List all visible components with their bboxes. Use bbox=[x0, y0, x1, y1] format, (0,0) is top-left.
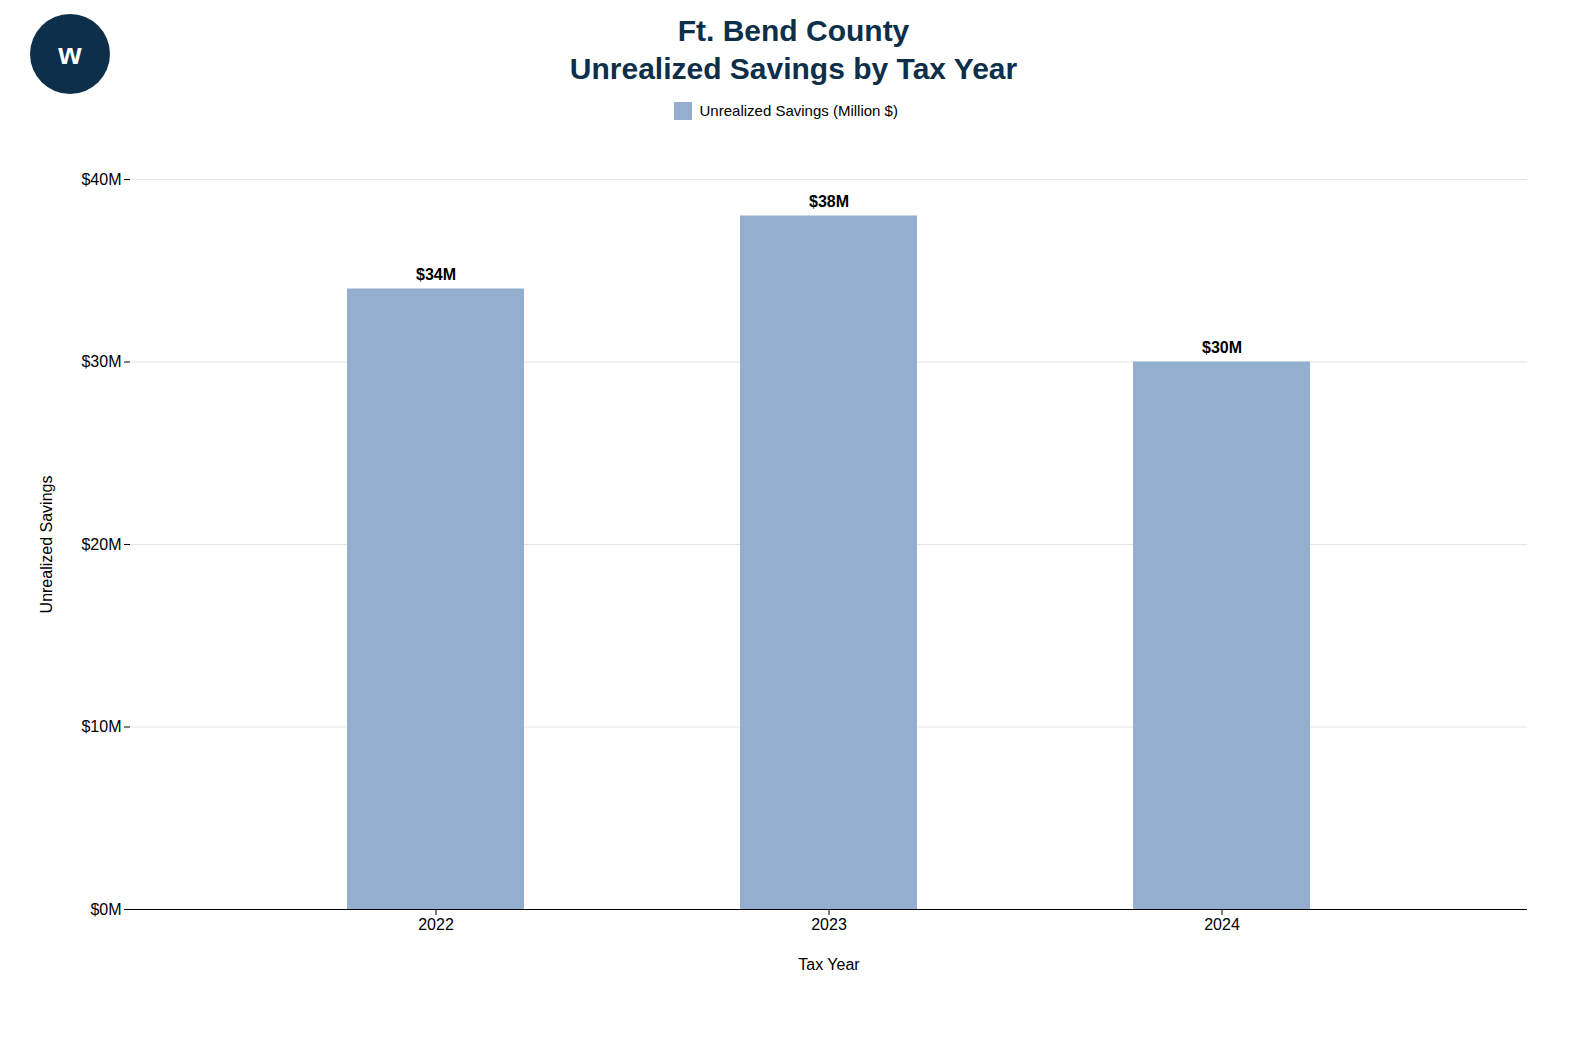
svg-text:$34M: $34M bbox=[416, 266, 456, 283]
svg-text:$20M: $20M bbox=[81, 535, 121, 552]
svg-text:2023: 2023 bbox=[811, 915, 847, 932]
html-text:w: w bbox=[58, 37, 82, 70]
svg-text:Unrealized Savings: Unrealized Savings bbox=[38, 475, 55, 613]
svg-text:Tax Year: Tax Year bbox=[798, 955, 860, 972]
svg-text:2022: 2022 bbox=[418, 915, 454, 932]
svg-text:$40M: $40M bbox=[81, 170, 121, 187]
svg-text:$30M: $30M bbox=[1202, 339, 1242, 356]
svg-text:2024: 2024 bbox=[1204, 915, 1240, 932]
html-text:Ft. Bend County: Ft. Bend County bbox=[677, 14, 910, 47]
html-text:Unrealized Savings (Million $): Unrealized Savings (Million $) bbox=[699, 102, 898, 119]
svg-text:$38M: $38M bbox=[809, 193, 849, 210]
svg-text:$0M: $0M bbox=[90, 900, 121, 917]
svg-text:$30M: $30M bbox=[81, 353, 121, 370]
svg-text:$10M: $10M bbox=[81, 718, 121, 735]
html-text:Unrealized Savings by Tax Year: Unrealized Savings by Tax Year bbox=[569, 52, 1018, 85]
